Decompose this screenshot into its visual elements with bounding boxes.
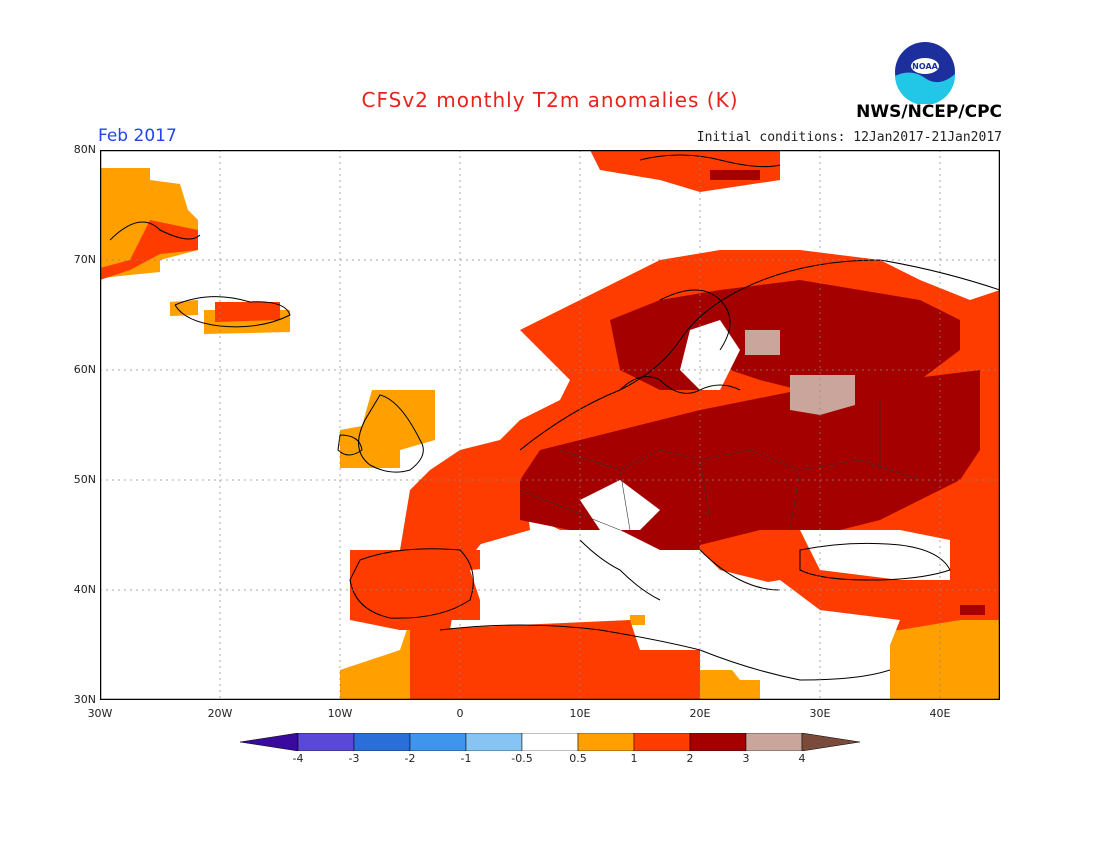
- colorbar-arrow-high: [801, 733, 861, 751]
- lat-label-70n: 70N: [73, 253, 96, 266]
- lat-label-60n: 60N: [73, 363, 96, 376]
- colorbar-label: -1: [460, 752, 472, 765]
- lon-label-30w: 30W: [87, 707, 113, 720]
- colorbar-label: -3: [348, 752, 360, 765]
- chart-title: CFSv2 monthly T2m anomalies (K): [361, 88, 739, 112]
- lon-label-0: 0: [456, 707, 464, 720]
- colorbar-label: 4: [798, 752, 806, 765]
- colorbar-label: 2: [686, 752, 694, 765]
- gridlines: [100, 150, 1000, 700]
- lon-label-20w: 20W: [207, 707, 233, 720]
- lon-label-40e: 40E: [929, 707, 951, 720]
- lat-label-40n: 40N: [73, 583, 96, 596]
- coastlines: [109, 154, 1000, 681]
- lat-label-30n: 30N: [73, 693, 96, 706]
- colorbar: [240, 733, 861, 751]
- agency-label: NWS/NCEP/CPC: [856, 102, 1002, 122]
- lon-label-30e: 30E: [809, 707, 831, 720]
- colorbar-label: 3: [742, 752, 750, 765]
- colorbar-label: -2: [404, 752, 416, 765]
- lon-label-10e: 10E: [569, 707, 591, 720]
- initial-conditions: Initial conditions: 12Jan2017-21Jan2017: [696, 130, 1002, 145]
- noaa-logo: NOAA: [895, 42, 956, 104]
- colorbar-label: 0.5: [569, 752, 587, 765]
- anomaly-fill-3-4: [745, 330, 855, 415]
- lon-label-10w: 10W: [327, 707, 353, 720]
- svg-text:NOAA: NOAA: [912, 62, 938, 71]
- colorbar-arrow-low: [240, 733, 299, 751]
- colorbar-label: 1: [630, 752, 638, 765]
- map-frame: [100, 150, 1000, 700]
- lat-label-50n: 50N: [73, 473, 96, 486]
- lon-label-20e: 20E: [689, 707, 711, 720]
- lat-label-80n: 80N: [73, 143, 96, 156]
- forecast-month: Feb 2017: [98, 126, 177, 146]
- white-zones: [470, 320, 950, 680]
- anomaly-map: [100, 150, 1000, 700]
- colorbar-label: -0.5: [511, 752, 533, 765]
- borders: [519, 400, 921, 531]
- colorbar-label: -4: [292, 752, 304, 765]
